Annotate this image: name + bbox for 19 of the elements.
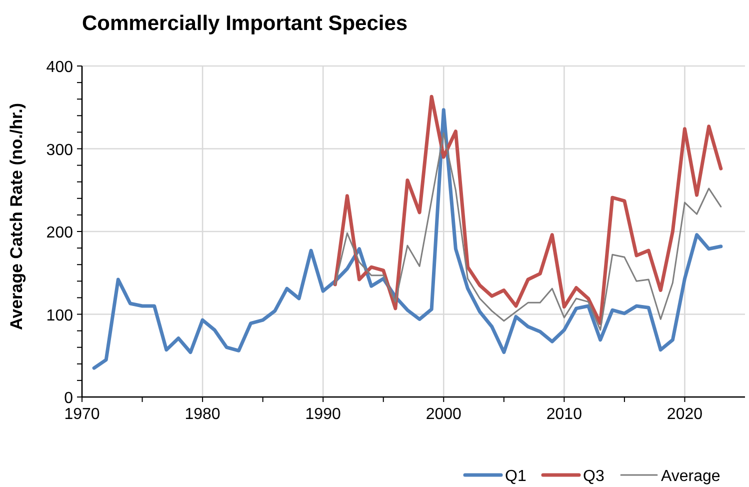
line-series — [92, 108, 723, 370]
y-tick-label: 200 — [46, 224, 74, 242]
x-tick-label: 2000 — [426, 406, 462, 423]
line-series — [333, 94, 723, 326]
x-tick-label: 1980 — [184, 406, 220, 423]
x-tick-label: 1970 — [64, 406, 100, 423]
y-tick-label: 100 — [46, 307, 74, 324]
y-tick-label: 400 — [46, 59, 74, 76]
chart-title: Commercially Important Species — [82, 12, 408, 35]
line-series — [334, 132, 722, 331]
y-tick-label: 0 — [64, 390, 74, 407]
x-tick-label: 2020 — [666, 406, 703, 423]
y-axis-title: Average Catch Rate (no./hr.) — [7, 102, 26, 330]
x-tick-label: 2010 — [546, 406, 582, 423]
legend-label: Q1 — [505, 468, 526, 485]
x-tick-label: 1990 — [305, 406, 341, 423]
legend-label: Average — [661, 468, 720, 485]
legend-label: Q3 — [583, 468, 604, 485]
y-tick-label: 300 — [46, 142, 74, 159]
